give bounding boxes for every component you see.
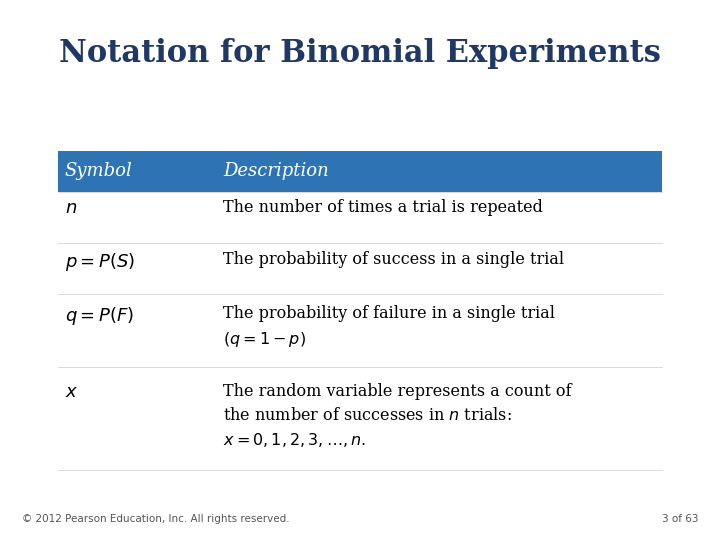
Bar <box>58 151 662 192</box>
Text: $q = P(F)$: $q = P(F)$ <box>65 305 134 327</box>
Text: $x$: $x$ <box>65 382 78 401</box>
Text: The probability of success in a single trial: The probability of success in a single t… <box>223 251 564 268</box>
Text: $p = P(S)$: $p = P(S)$ <box>65 251 135 273</box>
Text: Symbol: Symbol <box>65 163 132 180</box>
Text: © 2012 Pearson Education, Inc. All rights reserved.: © 2012 Pearson Education, Inc. All right… <box>22 514 289 524</box>
Text: Notation for Binomial Experiments: Notation for Binomial Experiments <box>59 38 661 69</box>
Text: The number of times a trial is repeated: The number of times a trial is repeated <box>223 199 543 217</box>
Text: $n$: $n$ <box>65 199 77 218</box>
Text: Description: Description <box>223 163 329 180</box>
Text: 3 of 63: 3 of 63 <box>662 514 698 524</box>
Text: The random variable represents a count of
the number of successes in $n$ trials:: The random variable represents a count o… <box>223 382 572 449</box>
Text: The probability of failure in a single trial
$(q = 1 - p)$: The probability of failure in a single t… <box>223 305 555 349</box>
